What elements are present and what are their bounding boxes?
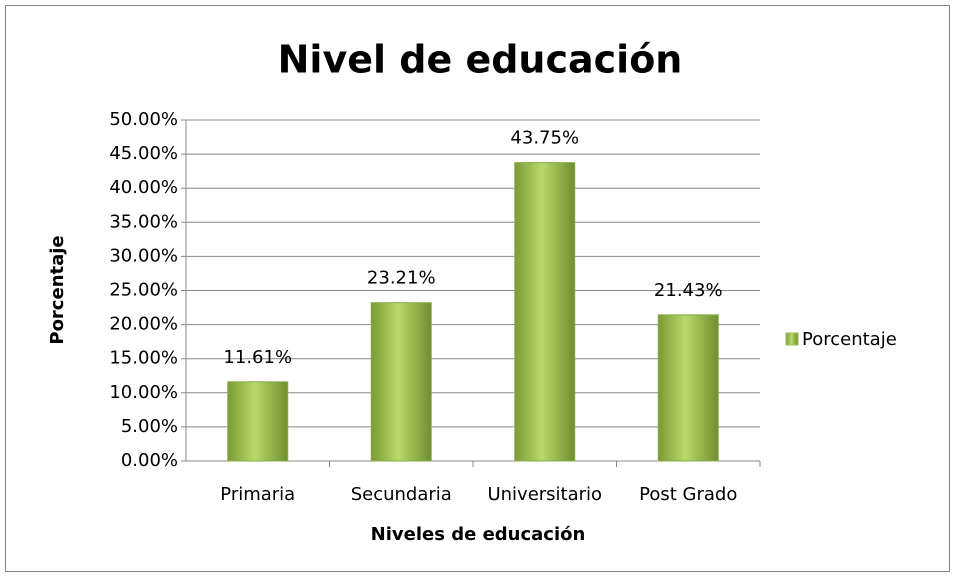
chart-title: Nivel de educación: [278, 38, 683, 82]
y-tick-label: 25.00%: [109, 280, 178, 301]
x-tick-label: Post Grado: [639, 484, 737, 505]
legend-swatch: [785, 332, 799, 346]
x-tick-label: Universitario: [487, 484, 602, 505]
y-tick-label: 30.00%: [109, 245, 178, 266]
bar: [657, 314, 719, 462]
y-tick-label: 40.00%: [109, 177, 178, 198]
x-tick-label: Primaria: [220, 484, 295, 505]
data-label: 11.61%: [223, 347, 292, 368]
x-axis-label: Niveles de educación: [371, 524, 586, 545]
chart-border: [5, 5, 950, 572]
data-label: 23.21%: [367, 268, 436, 289]
bar: [227, 381, 289, 462]
y-tick-label: 45.00%: [109, 143, 178, 164]
y-tick-label: 50.00%: [109, 109, 178, 130]
bar: [514, 162, 576, 462]
y-tick-label: 5.00%: [121, 416, 178, 437]
x-tick-label: Secundaria: [351, 484, 452, 505]
legend-label: Porcentaje: [802, 329, 897, 350]
y-tick-label: 15.00%: [109, 348, 178, 369]
y-tick-label: 10.00%: [109, 382, 178, 403]
y-tick-label: 0.00%: [121, 450, 178, 471]
data-label: 43.75%: [510, 128, 579, 149]
data-label: 21.43%: [654, 280, 723, 301]
bar: [370, 302, 432, 462]
y-tick-label: 20.00%: [109, 314, 178, 335]
y-tick-label: 35.00%: [109, 211, 178, 232]
y-axis-label: Porcentaje: [47, 235, 68, 344]
